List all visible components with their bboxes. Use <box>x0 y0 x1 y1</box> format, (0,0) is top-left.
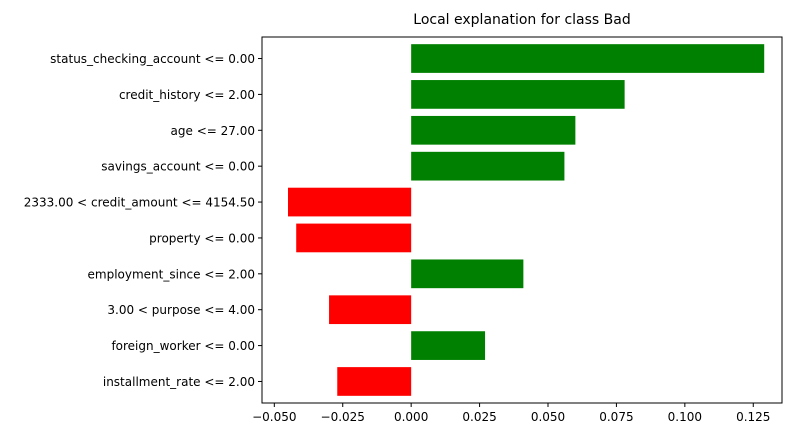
x-tick-label: 0.000 <box>394 410 428 424</box>
bars-group <box>288 44 765 396</box>
bar <box>411 259 524 289</box>
x-tick-label: 0.075 <box>599 410 633 424</box>
bar <box>411 115 576 145</box>
y-tick-label: status_checking_account <= 0.00 <box>50 52 255 66</box>
y-tick-label: employment_since <= 2.00 <box>88 267 255 281</box>
x-tick-label: 0.125 <box>736 410 770 424</box>
x-tick-label: 0.100 <box>668 410 702 424</box>
bar <box>411 44 765 73</box>
x-tick-label: 0.025 <box>462 410 496 424</box>
y-tick-label: credit_history <= 2.00 <box>119 88 255 102</box>
x-ticks: −0.050 −0.025 0.000 0.025 0.050 0.075 0.100 0.1… <box>252 403 770 424</box>
y-tick-label: installment_rate <= 2.00 <box>103 375 255 389</box>
bar <box>337 367 412 396</box>
y-tick-label: 2333.00 < credit_amount <= 4154.50 <box>24 196 255 210</box>
axes-frame <box>261 36 783 404</box>
bar <box>296 223 412 253</box>
bar <box>329 295 412 325</box>
x-tick-label: −0.025 <box>321 410 365 424</box>
bar <box>411 151 565 181</box>
y-tick-label: 3.00 < purpose <= 4.00 <box>107 303 255 317</box>
chart-title: Local explanation for class Bad <box>413 12 630 28</box>
y-tick-label: age <= 27.00 <box>171 124 255 138</box>
y-tick-label: property <= 0.00 <box>149 231 255 245</box>
bar <box>288 187 412 217</box>
y-tick-labels: status_checking_account <= 0.00 credit_hi… <box>24 52 262 389</box>
x-tick-label: −0.050 <box>252 410 296 424</box>
y-tick-label: foreign_worker <= 0.00 <box>111 339 255 353</box>
y-tick-label: savings_account <= 0.00 <box>101 160 255 174</box>
bar <box>411 80 625 109</box>
bar <box>411 331 486 360</box>
x-tick-label: 0.050 <box>531 410 565 424</box>
